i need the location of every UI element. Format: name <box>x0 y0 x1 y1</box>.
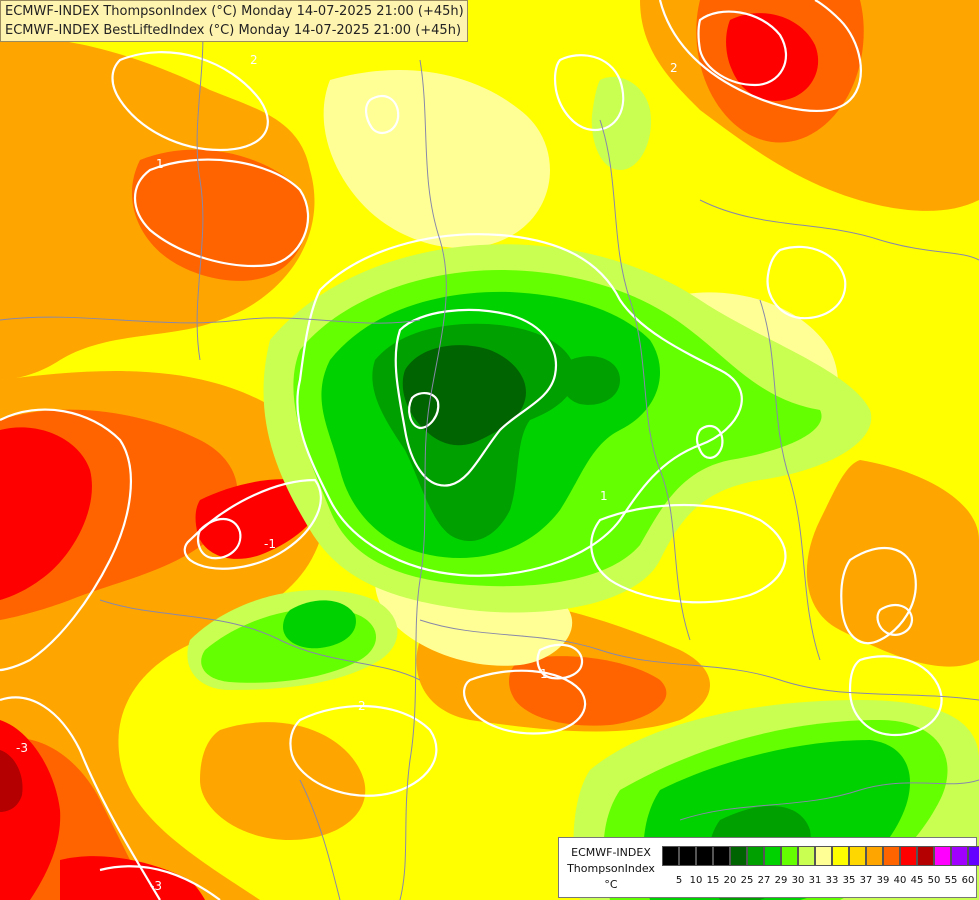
best-lifted-index-contours <box>0 0 943 900</box>
legend-swatch <box>662 846 679 866</box>
legend-tick-label: 15 <box>706 875 720 886</box>
color-legend: ECMWF-INDEX ThompsonIndex °C 5 10 15 20 25 27… <box>558 837 979 898</box>
legend-swatch <box>832 846 849 866</box>
legend-swatch <box>934 846 951 866</box>
legend-tick-label: 20 <box>723 875 737 886</box>
contour-label: -1 <box>264 537 276 551</box>
legend-swatch <box>713 846 730 866</box>
legend-swatch <box>764 846 781 866</box>
legend-swatch <box>900 846 917 866</box>
legend-swatch <box>917 846 934 866</box>
field-orange-southcentral <box>200 722 366 840</box>
field-orange-east <box>806 460 979 667</box>
legend-tick-label: 25 <box>740 875 754 886</box>
legend-tick-label: 40 <box>893 875 907 886</box>
legend-swatch <box>679 846 696 866</box>
legend-tick-labels: 5 10 15 20 25 27 29 30 31 33 35 37 39 40 45 50 55 60 <box>671 875 977 886</box>
legend-swatch <box>883 846 900 866</box>
field-red-central-west <box>195 479 322 559</box>
contour-label: -3 <box>150 879 162 893</box>
legend-swatch <box>696 846 713 866</box>
title-line-thompson-index: ECMWF-INDEX ThompsonIndex (°C) Monday 14… <box>5 4 464 19</box>
legend-swatch <box>798 846 815 866</box>
map-title-box: ECMWF-INDEX ThompsonIndex (°C) Monday 14… <box>0 0 468 42</box>
legend-model-label: ECMWF-INDEX <box>571 846 651 859</box>
legend-swatch <box>781 846 798 866</box>
legend-swatch <box>968 846 979 866</box>
legend-swatch <box>730 846 747 866</box>
legend-tick-label: 39 <box>876 875 890 886</box>
legend-tick-label: 50 <box>927 875 941 886</box>
legend-tick-label: 45 <box>910 875 924 886</box>
legend-swatch <box>849 846 866 866</box>
title-line-best-lifted-index: ECMWF-INDEX BestLiftedIndex (°C) Monday … <box>5 23 462 38</box>
contour-label: -3 <box>16 741 28 755</box>
legend-parameter-label: ThompsonIndex <box>567 862 655 875</box>
field-red-northeast <box>726 13 819 101</box>
field-lightyellow-north <box>323 70 550 249</box>
contour-label: 2 <box>358 699 366 713</box>
contour-label: 2 <box>250 53 258 67</box>
legend-tick-label: 5 <box>675 875 683 886</box>
legend-swatch <box>815 846 832 866</box>
legend-tick-label: 29 <box>774 875 788 886</box>
field-red-south <box>60 856 205 900</box>
legend-tick-label: 60 <box>961 875 975 886</box>
legend-tick-label: 33 <box>825 875 839 886</box>
legend-tick-label: 37 <box>859 875 873 886</box>
legend-swatch <box>866 846 883 866</box>
field-darkred-southwest <box>0 750 23 812</box>
contour-label: 1 <box>600 489 608 503</box>
field-midgreen-east <box>560 356 620 405</box>
legend-tick-label: 55 <box>944 875 958 886</box>
field-green-west <box>283 600 356 649</box>
legend-unit-label: °C <box>604 878 618 891</box>
contour-label: 2 <box>670 61 678 75</box>
legend-color-scale <box>662 846 979 866</box>
contour-label: 1 <box>156 157 164 171</box>
contour-labels: 2 1 1 -1 2 -3 -3 1 2 <box>16 53 678 893</box>
legend-swatch <box>951 846 968 866</box>
legend-tick-label: 10 <box>689 875 703 886</box>
legend-swatch <box>747 846 764 866</box>
field-yellowgreen-north <box>591 76 651 170</box>
legend-tick-label: 31 <box>808 875 822 886</box>
legend-tick-label: 30 <box>791 875 805 886</box>
legend-tick-label: 35 <box>842 875 856 886</box>
field-red-west <box>0 427 92 600</box>
contour-label: 1 <box>540 667 548 681</box>
legend-tick-label: 27 <box>757 875 771 886</box>
